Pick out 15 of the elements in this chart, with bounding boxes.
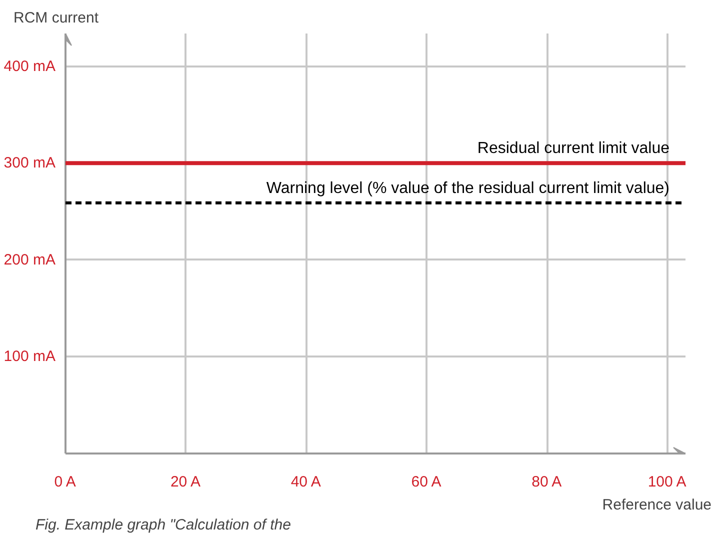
ref-line-label: Residual current limit value <box>477 140 670 158</box>
x-tick-label: 0 A <box>54 474 76 490</box>
y-tick-label: 300 mA <box>4 154 56 172</box>
x-tick-label: 40 A <box>290 474 321 490</box>
y-tick-label: 400 mA <box>4 58 56 75</box>
ref-line-label: Warning level (% value of the residual current limit value) <box>266 180 670 197</box>
y-tick-label: 100 mA <box>4 348 56 366</box>
text: Fig. Example graph "Calculation of the <box>36 516 291 533</box>
x-tick-label: 20 A <box>170 474 200 490</box>
x-tick-label: 80 A <box>532 474 562 490</box>
y-tick-label: 200 mA <box>4 251 56 268</box>
x-axis-title: Reference value <box>602 496 712 514</box>
y-axis-title: RCM current <box>14 10 100 26</box>
x-tick-label: 100 A <box>648 474 686 490</box>
x-tick-label: 60 A <box>411 474 442 490</box>
